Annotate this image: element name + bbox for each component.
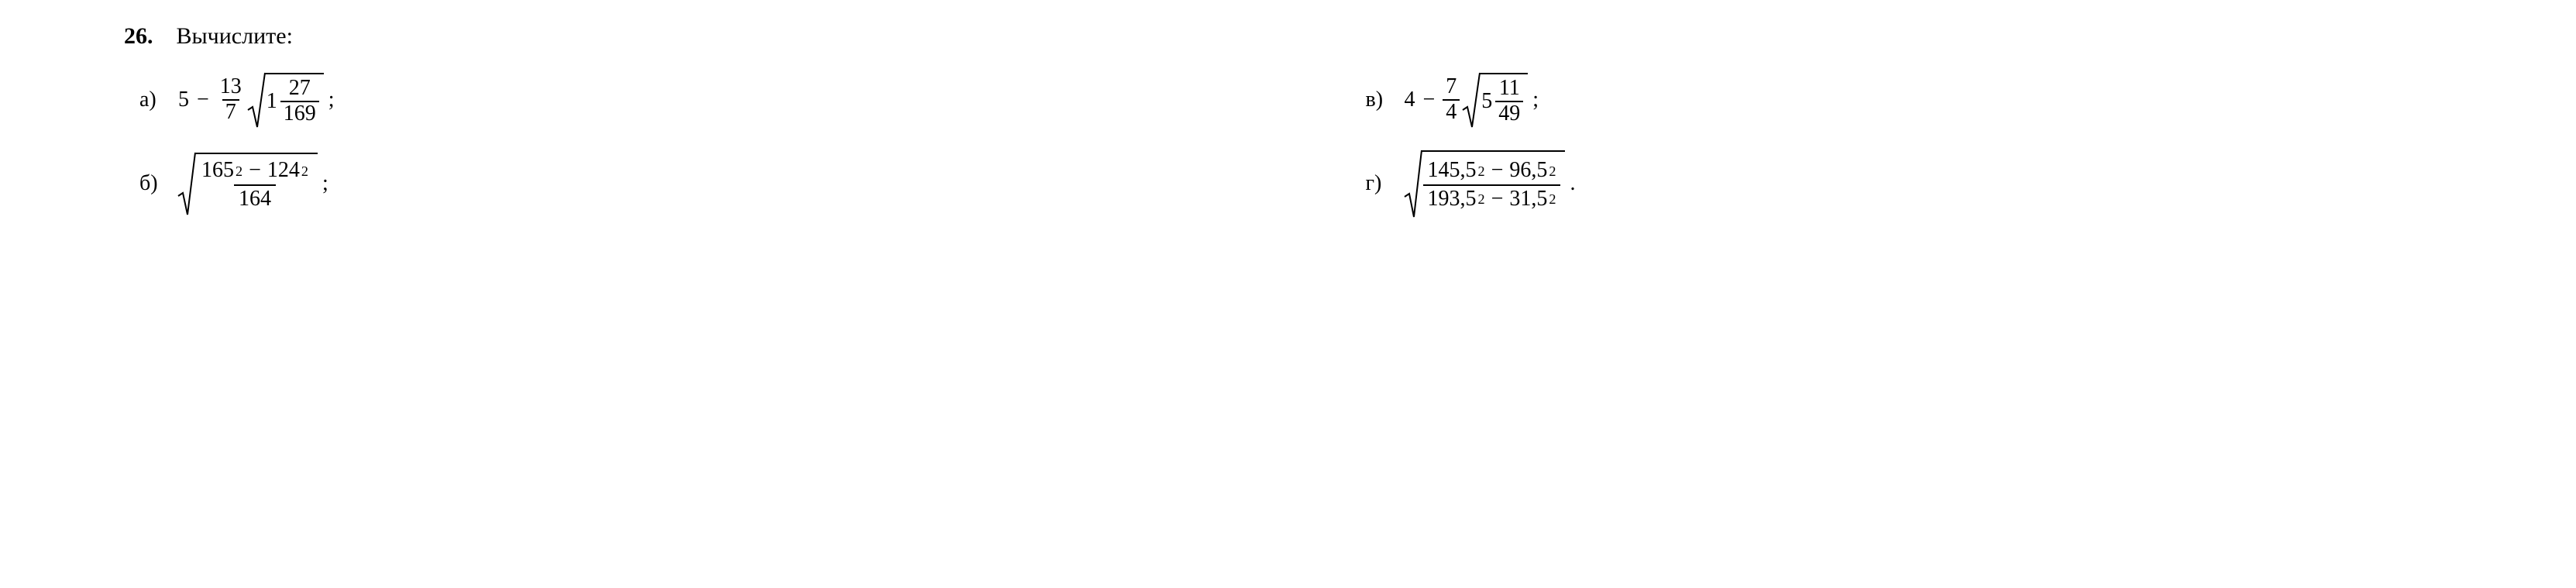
frac-den: 7 bbox=[222, 99, 239, 125]
subproblem-v: в) 4 − 7 4 5 11 bbox=[1366, 73, 2530, 127]
minus-icon: − bbox=[1487, 187, 1508, 211]
radical-icon bbox=[1405, 150, 1422, 217]
sub-label-b: б) bbox=[139, 171, 163, 196]
val-31-5: 31,5 bbox=[1509, 187, 1547, 211]
semicolon: ; bbox=[327, 88, 335, 112]
term-5: 5 bbox=[178, 88, 189, 112]
radicand-v: 5 11 49 bbox=[1480, 73, 1528, 127]
sqrt-v: 5 11 49 bbox=[1463, 73, 1528, 127]
big-fraction-b: 1652 − 1242 164 bbox=[197, 157, 313, 213]
problem-header: 26. Вычислите: bbox=[46, 23, 2530, 50]
bigfrac-num: 1652 − 1242 bbox=[197, 157, 313, 184]
problem-title: Вычислите: bbox=[177, 23, 293, 50]
big-fraction-g: 145,52 − 96,52 193,52 − 31,52 bbox=[1423, 157, 1561, 213]
bigfrac-num: 145,52 − 96,52 bbox=[1423, 157, 1561, 184]
mixed-den: 169 bbox=[280, 101, 319, 126]
expr-a: 5 − 13 7 1 27 169 bbox=[178, 73, 335, 127]
val-145-5: 145,5 bbox=[1428, 159, 1477, 183]
period: . bbox=[1568, 171, 1575, 196]
frac-num: 7 bbox=[1443, 75, 1460, 99]
sqrt-g: 145,52 − 96,52 193,52 − 31,52 bbox=[1405, 150, 1566, 217]
mixed-num: 27 bbox=[286, 77, 314, 101]
semicolon: ; bbox=[321, 171, 328, 196]
radicand-b: 1652 − 1242 164 bbox=[195, 153, 318, 215]
val-124: 124 bbox=[267, 159, 300, 183]
bigfrac-den: 164 bbox=[234, 184, 276, 213]
expr-b: 1652 − 1242 164 ; bbox=[178, 153, 328, 215]
subproblem-b: б) 1652 − 1242 164 bbox=[139, 150, 1304, 217]
semicolon: ; bbox=[1531, 88, 1539, 112]
mixed-frac: 27 169 bbox=[280, 77, 319, 126]
radicand-a: 1 27 169 bbox=[265, 73, 324, 127]
minus-icon: − bbox=[192, 88, 214, 112]
problem-number: 26. bbox=[124, 23, 153, 50]
val-96-5: 96,5 bbox=[1509, 159, 1547, 183]
frac-den: 4 bbox=[1443, 99, 1460, 125]
mixed-whole: 5 bbox=[1481, 89, 1492, 114]
mixed-num: 11 bbox=[1496, 77, 1523, 101]
radical-icon bbox=[248, 73, 265, 127]
expr-v: 4 − 7 4 5 11 49 bbox=[1405, 73, 1539, 127]
mixed-whole: 1 bbox=[267, 89, 277, 114]
subproblem-a: а) 5 − 13 7 1 27 bbox=[139, 73, 1304, 127]
minus-icon: − bbox=[1419, 88, 1440, 112]
val-165: 165 bbox=[201, 159, 234, 183]
fraction-13-7: 13 7 bbox=[217, 75, 245, 125]
bigfrac-den: 193,52 − 31,52 bbox=[1423, 184, 1561, 213]
val-193-5: 193,5 bbox=[1428, 187, 1477, 211]
mixed-den: 49 bbox=[1495, 101, 1523, 126]
mixed-5-11-49: 5 11 49 bbox=[1481, 77, 1523, 126]
subproblem-g: г) 145,52 − 96,52 bbox=[1366, 150, 2530, 217]
problem-26: 26. Вычислите: а) 5 − 13 7 1 bbox=[46, 23, 2530, 217]
sub-label-v: в) bbox=[1366, 88, 1389, 112]
term-4: 4 bbox=[1405, 88, 1415, 112]
radicand-g: 145,52 − 96,52 193,52 − 31,52 bbox=[1422, 150, 1566, 217]
mixed-1-27-169: 1 27 169 bbox=[267, 77, 319, 126]
minus-icon: − bbox=[1487, 159, 1508, 183]
sqrt-a: 1 27 169 bbox=[248, 73, 324, 127]
minus-icon: − bbox=[244, 159, 266, 183]
radical-icon bbox=[178, 153, 195, 215]
fraction-7-4: 7 4 bbox=[1443, 75, 1460, 125]
mixed-frac: 11 49 bbox=[1495, 77, 1523, 126]
expr-g: 145,52 − 96,52 193,52 − 31,52 . bbox=[1405, 150, 1576, 217]
sqrt-b: 1652 − 1242 164 bbox=[178, 153, 318, 215]
subproblem-grid: а) 5 − 13 7 1 27 bbox=[46, 73, 2530, 217]
radical-icon bbox=[1463, 73, 1480, 127]
frac-num: 13 bbox=[217, 75, 245, 99]
sub-label-g: г) bbox=[1366, 171, 1389, 196]
sub-label-a: а) bbox=[139, 88, 163, 112]
